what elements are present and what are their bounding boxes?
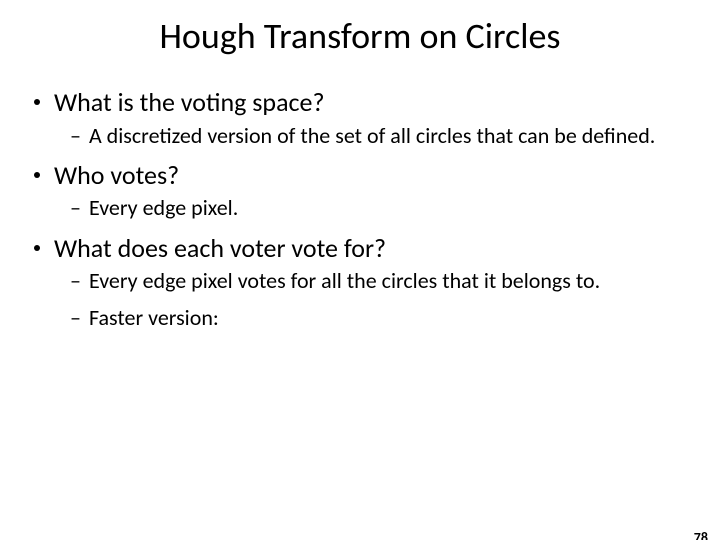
slide-content: What is the voting space? – A discretize… xyxy=(0,86,720,331)
bullet-level2: – Every edge pixel votes for all the cir… xyxy=(70,268,690,294)
bullet-dot-icon xyxy=(34,99,40,105)
bullet-level1: What is the voting space? xyxy=(34,86,690,119)
slide-title: Hough Transform on Circles xyxy=(0,14,720,58)
bullet-dash-icon: – xyxy=(70,268,81,294)
slide: Hough Transform on Circles What is the v… xyxy=(0,14,720,540)
bullet-dash-icon: – xyxy=(70,195,81,221)
bullet-text: What does each voter vote for? xyxy=(54,232,690,265)
bullet-text: Who votes? xyxy=(54,159,690,192)
bullet-dot-icon xyxy=(34,172,40,178)
bullet-dash-icon: – xyxy=(70,305,81,331)
bullet-text: A discretized version of the set of all … xyxy=(89,123,690,149)
bullet-dash-icon: – xyxy=(70,123,81,149)
bullet-level1: Who votes? xyxy=(34,159,690,192)
bullet-level2: – Every edge pixel. xyxy=(70,195,690,221)
page-number: 78 xyxy=(694,529,708,540)
bullet-text: Every edge pixel. xyxy=(89,195,690,221)
bullet-dot-icon xyxy=(34,245,40,251)
bullet-text: Every edge pixel votes for all the circl… xyxy=(89,268,690,294)
bullet-text: What is the voting space? xyxy=(54,86,690,119)
bullet-text: Faster version: xyxy=(89,305,690,331)
bullet-level1: What does each voter vote for? xyxy=(34,232,690,265)
bullet-level2: – A discretized version of the set of al… xyxy=(70,123,690,149)
bullet-level2: – Faster version: xyxy=(70,305,690,331)
